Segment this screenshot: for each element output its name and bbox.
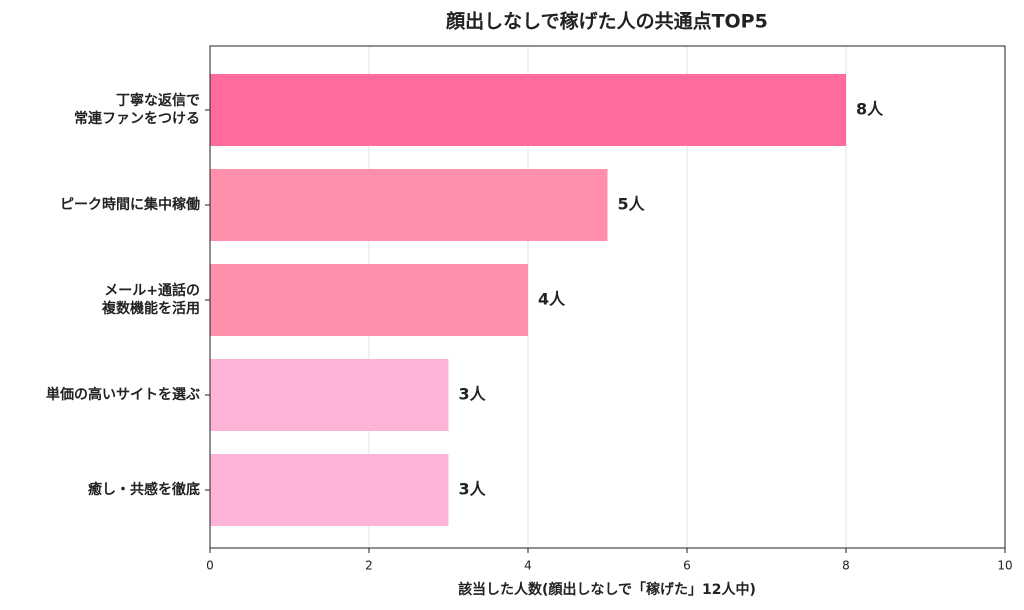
bar [210,264,528,336]
x-tick-label: 8 [842,559,850,573]
plot-frame [209,45,1006,549]
bar [210,359,449,431]
bar [210,74,846,146]
bar [210,454,449,526]
y-tick-label: メール+通話の複数機能を活用 [101,282,200,317]
value-label: 4人 [538,290,566,309]
x-tick-label: 0 [206,559,214,573]
y-tick-label: ピーク時間に集中稼働 [60,196,200,213]
chart-title: 顔出しなしで稼げた人の共通点TOP5 [445,10,768,33]
value-label: 8人 [856,100,884,119]
x-tick-label: 10 [997,559,1012,573]
x-tick-label: 6 [683,559,691,573]
x-axis-label: 該当した人数(顔出しなしで「稼げた」12人中) [458,581,756,598]
value-label: 5人 [618,195,646,214]
value-label: 3人 [459,385,487,404]
value-label: 3人 [459,480,487,499]
y-tick-label: 丁寧な返信で常連ファンをつける [74,92,200,127]
y-tick-label: 癒し・共感を徹底 [88,481,200,498]
x-tick-label: 4 [524,559,532,573]
y-tick-label: 単価の高いサイトを選ぶ [46,386,200,403]
bar [210,169,608,241]
x-tick-label: 2 [365,559,373,573]
